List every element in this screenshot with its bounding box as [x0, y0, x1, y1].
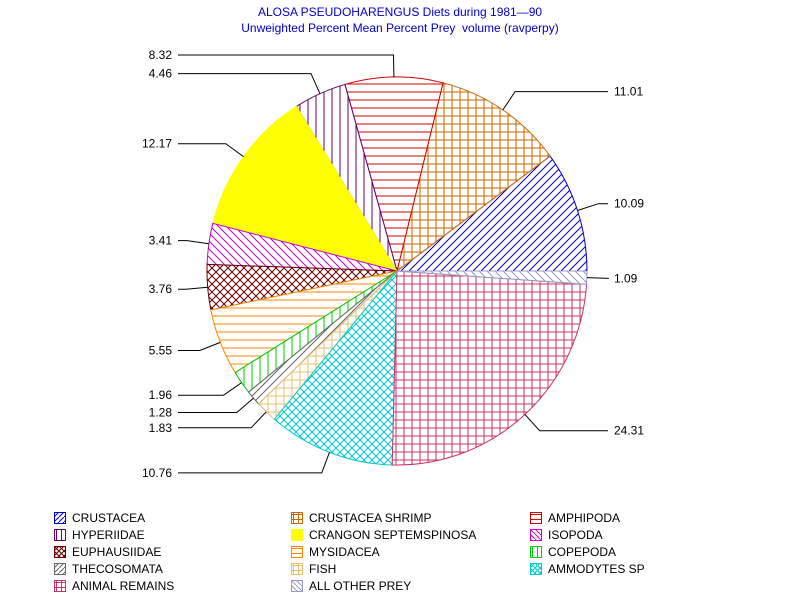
- legend-item: FISH: [291, 561, 336, 577]
- legend-label: THECOSOMATA: [72, 562, 163, 576]
- legend-swatch: [291, 563, 303, 575]
- leader-line: [178, 341, 221, 351]
- leader-line: [178, 54, 395, 78]
- legend-label: COPEPODA: [548, 545, 617, 559]
- legend-item: ANIMAL REMAINS: [54, 578, 174, 594]
- legend-swatch: [54, 580, 66, 592]
- leader-line: [178, 240, 209, 245]
- legend-label: ANIMAL REMAINS: [72, 579, 175, 593]
- legend-swatch: [291, 546, 303, 558]
- chart-subtitle: Unweighted Percent Mean Percent Prey vol…: [241, 21, 559, 35]
- legend-swatch: [530, 563, 542, 575]
- slice-value-label: 5.55: [149, 344, 173, 358]
- legend-swatch: [291, 512, 303, 524]
- slice-value-label: 10.09: [614, 197, 644, 211]
- pie-slice-all-other-prey: [396, 270, 588, 285]
- leader-line: [586, 277, 609, 279]
- legend-label: ISOPODA: [548, 528, 603, 542]
- legend-item: COPEPODA: [530, 544, 616, 560]
- leader-line: [178, 73, 321, 94]
- pie-slice-crangon-septemspinosa: [212, 105, 399, 272]
- pie-leader-lines: [178, 54, 609, 474]
- legend-item: AMPHIPODA: [530, 510, 620, 526]
- pie-data-labels: 10.09 11.01 8.32 4.46 12.17 3.41 3.76 5.55 1.96 1…: [142, 48, 644, 480]
- legend-label: ALL OTHER PREY: [309, 579, 412, 593]
- slice-value-label: 24.31: [614, 424, 644, 438]
- legend-label: AMMODYTES SP: [548, 562, 645, 576]
- slice-value-label: 3.41: [149, 234, 173, 248]
- legend-label: EUPHAUSIIDAE: [72, 545, 162, 559]
- legend-label: CRUSTACEA SHRIMP: [309, 511, 432, 525]
- slice-value-label: 4.46: [149, 67, 173, 81]
- pie-chart: 10.09 11.01 8.32 4.46 12.17 3.41 3.76 5.55 1.96 1…: [142, 48, 644, 480]
- legend-label: MYSIDACEA: [309, 545, 380, 559]
- legend-item: EUPHAUSIIDAE: [54, 544, 161, 560]
- legend-swatch: [530, 529, 542, 541]
- slice-value-label: 1.28: [149, 406, 173, 420]
- slice-value-label: 3.76: [149, 282, 173, 296]
- legend-item: AMMODYTES SP: [530, 561, 645, 577]
- leader-line: [577, 203, 608, 211]
- slice-value-label: 8.32: [149, 48, 173, 62]
- legend-swatch: [291, 580, 303, 592]
- leader-line: [178, 382, 242, 396]
- leader-line: [178, 411, 267, 429]
- leader-line: [178, 397, 254, 413]
- pie-slices: [206, 76, 588, 466]
- chart-titles: ALOSA PSEUDOHARENGUS Diets during 1981—9…: [0, 4, 800, 36]
- legend-item: HYPERIIDAE: [54, 527, 145, 543]
- pie-slice-animal-remains: [391, 270, 588, 466]
- pie-slice-crustacea-shrimp: [396, 82, 551, 273]
- leader-line: [178, 286, 208, 290]
- leader-line: [178, 452, 330, 474]
- legend-swatch: [530, 546, 542, 558]
- legend-swatch: [54, 563, 66, 575]
- legend-label: HYPERIIDAE: [72, 528, 145, 542]
- legend-swatch: [54, 546, 66, 558]
- slice-value-label: 1.96: [149, 388, 173, 402]
- leader-line: [502, 91, 608, 111]
- slice-value-label: 1.83: [149, 421, 173, 435]
- leader-line: [524, 414, 608, 432]
- legend-item: THECOSOMATA: [54, 561, 163, 577]
- legend-swatch: [291, 529, 303, 541]
- leader-line: [178, 143, 244, 158]
- slice-value-label: 12.17: [142, 137, 172, 151]
- legend-swatch: [54, 512, 66, 524]
- legend-item: CRUSTACEA SHRIMP: [291, 510, 431, 526]
- legend-label: AMPHIPODA: [548, 511, 621, 525]
- legend-label: CRANGON SEPTEMSPINOSA: [309, 528, 477, 542]
- legend-item: CRUSTACEA: [54, 510, 145, 526]
- legend-item: ISOPODA: [530, 527, 603, 543]
- legend-label: FISH: [309, 562, 337, 576]
- legend-item: CRANGON SEPTEMSPINOSA: [291, 527, 476, 543]
- slice-value-label: 1.09: [614, 271, 638, 285]
- slice-value-label: 10.76: [142, 466, 172, 480]
- pie-slice-amphipoda: [344, 76, 444, 273]
- legend-item: MYSIDACEA: [291, 544, 380, 560]
- legend-item: ALL OTHER PREY: [291, 578, 411, 594]
- legend-swatch: [530, 512, 542, 524]
- legend-swatch: [54, 529, 66, 541]
- pie-slice-crustacea: [395, 155, 588, 272]
- chart-title: ALOSA PSEUDOHARENGUS Diets during 1981—9…: [257, 5, 543, 19]
- legend-label: CRUSTACEA: [72, 511, 146, 525]
- slice-value-label: 11.01: [614, 85, 643, 99]
